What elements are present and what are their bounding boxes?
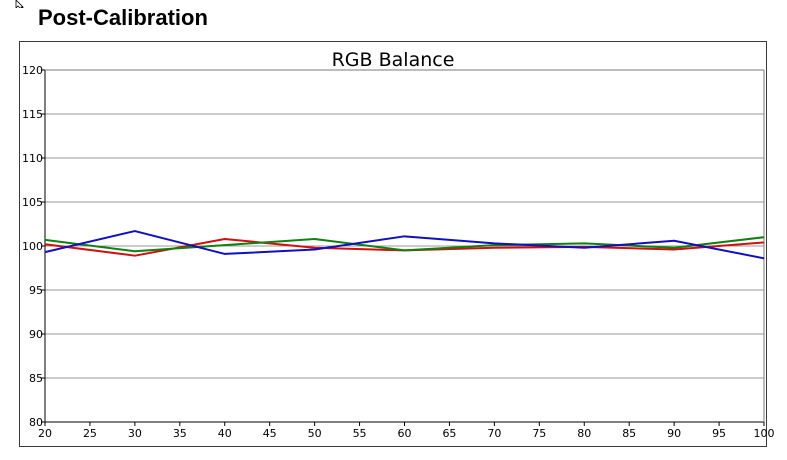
xtick-label-45: 45	[263, 427, 277, 440]
ytick-label-100: 100	[22, 240, 43, 253]
xtick-label-90: 90	[667, 427, 681, 440]
y-tick-labels: 80 85 90 95 100 105 110 115 120	[22, 64, 43, 429]
x-tick-labels: 20 25 30 35 40 45 50 55 60 65 70 75 80 85 90 95 100	[38, 427, 775, 440]
xtick-label-50: 50	[308, 427, 322, 440]
ytick-label-90: 90	[29, 328, 43, 341]
ytick-label-85: 85	[29, 372, 43, 385]
axes	[41, 69, 765, 426]
mouse-pointer-icon	[15, 0, 24, 8]
xtick-label-65: 65	[442, 427, 456, 440]
ytick-label-105: 105	[22, 196, 43, 209]
xtick-label-95: 95	[712, 427, 726, 440]
data-series	[44, 230, 765, 260]
xtick-label-25: 25	[83, 427, 97, 440]
xtick-label-20: 20	[38, 427, 52, 440]
ytick-label-110: 110	[22, 152, 43, 165]
xtick-label-80: 80	[577, 427, 591, 440]
xtick-label-30: 30	[128, 427, 142, 440]
xtick-label-100: 100	[754, 427, 775, 440]
series-line-3	[44, 230, 765, 260]
xtick-label-70: 70	[487, 427, 501, 440]
ytick-label-115: 115	[22, 108, 43, 121]
xtick-label-75: 75	[532, 427, 546, 440]
xtick-label-40: 40	[218, 427, 232, 440]
ytick-label-80: 80	[29, 416, 43, 429]
xtick-label-55: 55	[353, 427, 367, 440]
page-heading: Post-Calibration	[38, 5, 208, 30]
xtick-label-60: 60	[398, 427, 412, 440]
chart-title: RGB Balance	[332, 49, 455, 71]
ytick-label-120: 120	[22, 64, 43, 77]
xtick-label-35: 35	[173, 427, 187, 440]
xtick-label-85: 85	[622, 427, 636, 440]
ytick-label-95: 95	[29, 284, 43, 297]
